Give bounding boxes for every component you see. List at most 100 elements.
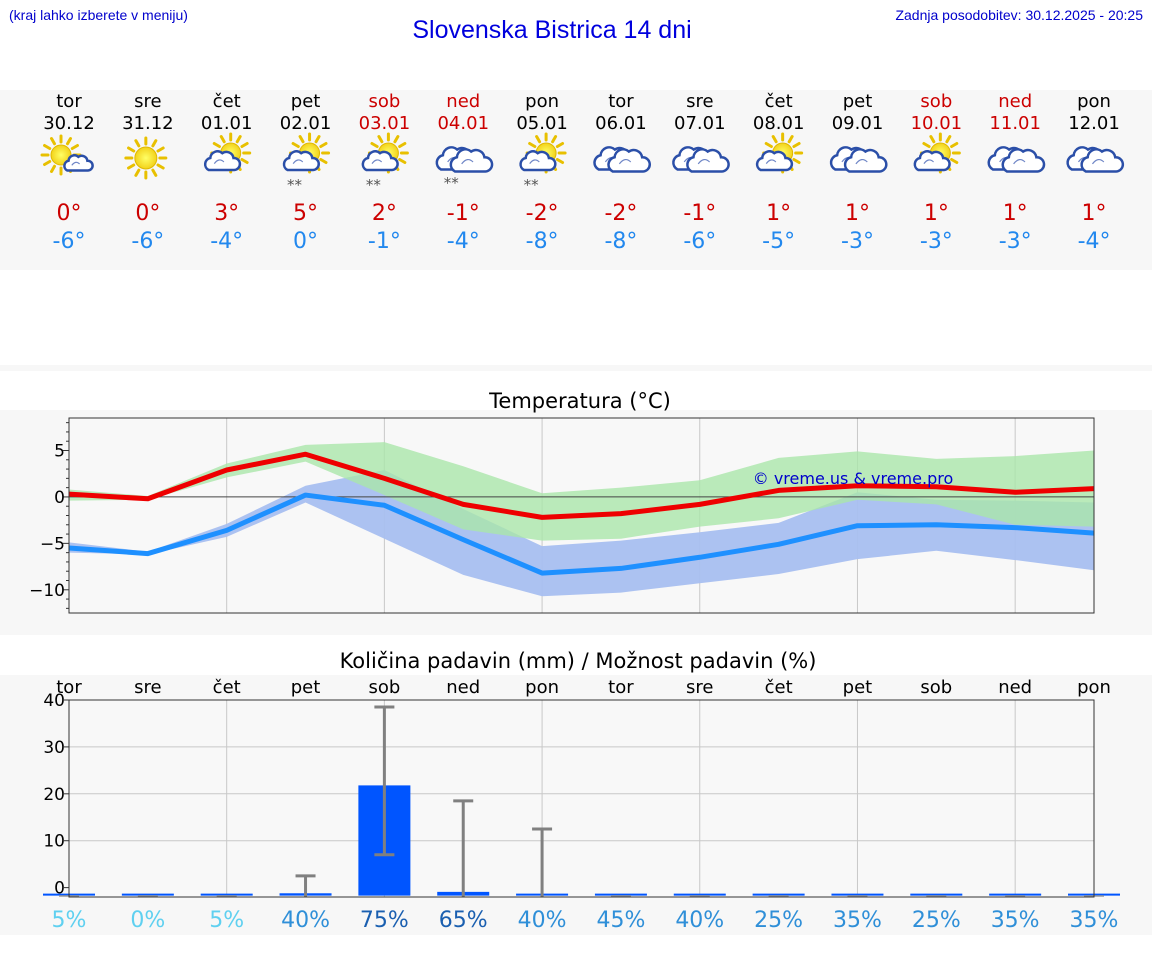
- y-tick-label: 40: [43, 691, 65, 711]
- precip-bar: [594, 893, 647, 896]
- forecast-panel: [0, 90, 1152, 270]
- max-temp: -2°: [604, 201, 637, 226]
- day-date: 01.01: [201, 113, 253, 134]
- max-temp: 5°: [293, 201, 318, 226]
- precip-bar: [200, 893, 253, 896]
- precip-probability: 5%: [209, 908, 244, 933]
- cloud-icon: [672, 146, 730, 173]
- day-date: 07.01: [674, 113, 726, 134]
- day-label: sre: [686, 677, 713, 698]
- min-temp: -4°: [1078, 229, 1111, 254]
- min-temp: -3°: [920, 229, 953, 254]
- max-temp: 3°: [214, 201, 239, 226]
- day-of-week: ned: [446, 91, 480, 112]
- y-tick-label: 10: [43, 832, 65, 852]
- sun-behind-cloud-icon: [913, 132, 961, 174]
- day-date: 12.01: [1068, 113, 1120, 134]
- day-columns: tor30.120°-6°sre31.120°-6°čet01.013°-4°p…: [40, 91, 1125, 254]
- precip-bar: [989, 893, 1042, 896]
- min-temp: -6°: [683, 229, 716, 254]
- max-temp: 1°: [845, 201, 870, 226]
- precip-bar: [752, 893, 805, 896]
- min-temp: -6°: [131, 229, 164, 254]
- day-label: pet: [843, 677, 873, 698]
- day-date: 03.01: [359, 113, 411, 134]
- svg-text:**: **: [366, 176, 382, 194]
- day-of-week: sob: [368, 91, 400, 112]
- day-label: čet: [765, 677, 793, 698]
- min-temp: -6°: [53, 229, 86, 254]
- cloud-icon: [987, 146, 1046, 173]
- y-tick-label: 30: [43, 738, 65, 758]
- day-date: 09.01: [832, 113, 884, 134]
- day-of-week: pon: [1077, 91, 1111, 112]
- min-temp: -5°: [762, 229, 795, 254]
- precip-probability: 25%: [912, 908, 961, 933]
- precip-probability: 25%: [754, 908, 803, 933]
- day-of-week: pet: [843, 91, 873, 112]
- location-hint[interactable]: (kraj lahko izberete v meniju): [9, 7, 188, 23]
- divider: [0, 365, 1152, 371]
- sun-cloud-icon: [40, 134, 94, 176]
- day-label: čet: [213, 677, 241, 698]
- min-temp: -8°: [526, 229, 559, 254]
- precip-probability: 40%: [281, 908, 330, 933]
- day-date: 10.01: [911, 113, 963, 134]
- day-date: 31.12: [122, 113, 174, 134]
- sun-icon: [124, 136, 168, 180]
- plot-area: [69, 700, 1094, 897]
- max-temp: -1°: [683, 201, 716, 226]
- precip-bar: [910, 893, 963, 896]
- day-label: sob: [920, 677, 952, 698]
- day-date: 06.01: [595, 113, 647, 134]
- max-temp: -1°: [447, 201, 480, 226]
- precip-bar: [121, 893, 174, 896]
- sun-behind-cloud-icon: [755, 132, 804, 174]
- precip-probability: 0%: [130, 908, 165, 933]
- max-temp: 0°: [57, 201, 82, 226]
- day-label: pet: [291, 677, 321, 698]
- svg-text:**: **: [444, 174, 460, 192]
- day-of-week: sre: [686, 91, 713, 112]
- day-of-week: pet: [291, 91, 321, 112]
- sun-behind-cloud-icon: [203, 132, 252, 174]
- day-date: 04.01: [437, 113, 489, 134]
- max-temp: 1°: [924, 201, 949, 226]
- min-temp: 0°: [293, 229, 318, 254]
- day-of-week: sre: [134, 91, 161, 112]
- day-of-week: sob: [920, 91, 952, 112]
- min-temp: -3°: [999, 229, 1032, 254]
- precip-probability: 35%: [833, 908, 882, 933]
- cloud-icon: [829, 146, 888, 173]
- max-temp-band: [69, 442, 1094, 541]
- day-of-week: tor: [608, 91, 634, 112]
- temperature-chart: Temperatura (°C) 5 0 −5 −10 © vreme.us & vre…: [29, 389, 1095, 614]
- day-date: 11.01: [989, 113, 1041, 134]
- temperature-chart-title: Temperatura (°C): [488, 389, 671, 413]
- y-tick-label: −5: [40, 534, 65, 554]
- precip-probability: 40%: [675, 908, 724, 933]
- plot-frame: [68, 699, 1095, 898]
- cloud-icon: [1066, 146, 1125, 173]
- precip-probability: 5%: [52, 908, 87, 933]
- svg-text:**: **: [524, 176, 540, 194]
- cloud-icon: [593, 146, 651, 173]
- day-label: sre: [134, 677, 161, 698]
- y-tick-label: −10: [29, 581, 65, 601]
- day-date: 05.01: [516, 113, 568, 134]
- day-of-week: ned: [998, 91, 1032, 112]
- day-of-week: pon: [525, 91, 559, 112]
